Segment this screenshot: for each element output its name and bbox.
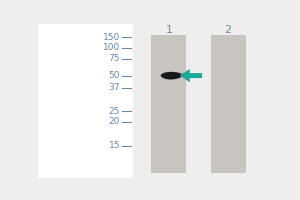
Text: 75: 75 [109,54,120,63]
Ellipse shape [172,73,184,77]
Text: 2: 2 [225,25,232,35]
Ellipse shape [161,72,182,79]
Text: 20: 20 [109,117,120,126]
FancyBboxPatch shape [152,35,186,173]
FancyBboxPatch shape [38,24,133,178]
Text: 37: 37 [109,83,120,92]
FancyBboxPatch shape [211,35,246,173]
Text: 100: 100 [103,43,120,52]
Text: 25: 25 [109,107,120,116]
Text: 150: 150 [103,33,120,42]
Text: 50: 50 [109,71,120,80]
Text: 15: 15 [109,141,120,150]
Ellipse shape [164,77,176,80]
Text: 1: 1 [165,25,172,35]
